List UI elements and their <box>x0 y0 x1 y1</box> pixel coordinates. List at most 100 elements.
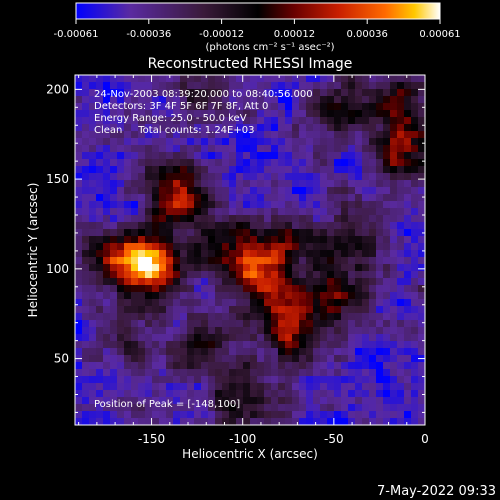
heatmap-cell <box>257 383 265 391</box>
heatmap-cell <box>208 152 216 160</box>
heatmap-cell <box>369 222 377 230</box>
heatmap-cell <box>96 131 104 139</box>
heatmap-cell <box>306 341 314 349</box>
heatmap-cell <box>243 285 251 293</box>
heatmap-cell <box>117 166 125 174</box>
heatmap-cell <box>215 222 223 230</box>
heatmap-cell <box>117 194 125 202</box>
heatmap-cell <box>369 110 377 118</box>
heatmap-cell <box>418 110 426 118</box>
heatmap-cell <box>194 152 202 160</box>
heatmap-cell <box>201 313 209 321</box>
heatmap-cell <box>348 229 356 237</box>
heatmap-cell <box>152 404 160 412</box>
heatmap-cell <box>166 166 174 174</box>
heatmap-cell <box>404 173 412 181</box>
heatmap-cell <box>229 348 237 356</box>
heatmap-cell <box>383 397 391 405</box>
heatmap-cell <box>313 166 321 174</box>
heatmap-cell <box>264 292 272 300</box>
heatmap-cell <box>89 173 97 181</box>
heatmap-cell <box>285 110 293 118</box>
heatmap-cell <box>131 166 139 174</box>
heatmap-cell <box>229 278 237 286</box>
heatmap-cell <box>348 117 356 125</box>
heatmap-cell <box>383 131 391 139</box>
heatmap-cell <box>124 89 132 97</box>
heatmap-cell <box>243 278 251 286</box>
heatmap-cell <box>418 264 426 272</box>
heatmap-cell <box>152 187 160 195</box>
heatmap-image <box>75 75 426 426</box>
heatmap-cell <box>278 222 286 230</box>
heatmap-cell <box>138 96 146 104</box>
heatmap-cell <box>348 138 356 146</box>
heatmap-cell <box>355 285 363 293</box>
heatmap-cell <box>404 292 412 300</box>
heatmap-cell <box>236 292 244 300</box>
heatmap-cell <box>271 75 279 83</box>
heatmap-cell <box>152 341 160 349</box>
heatmap-cell <box>383 159 391 167</box>
heatmap-cell <box>173 285 181 293</box>
heatmap-cell <box>131 397 139 405</box>
heatmap-cell <box>229 96 237 104</box>
heatmap-cell <box>201 250 209 258</box>
heatmap-cell <box>341 131 349 139</box>
heatmap-cell <box>117 264 125 272</box>
heatmap-cell <box>348 82 356 90</box>
heatmap-cell <box>96 89 104 97</box>
heatmap-cell <box>404 96 412 104</box>
heatmap-cell <box>152 334 160 342</box>
heatmap-cell <box>138 397 146 405</box>
heatmap-cell <box>334 110 342 118</box>
heatmap-cell <box>369 355 377 363</box>
heatmap-cell <box>173 145 181 153</box>
heatmap-cell <box>348 152 356 160</box>
heatmap-cell <box>89 299 97 307</box>
heatmap-cell <box>411 117 419 125</box>
heatmap-cell <box>257 299 265 307</box>
heatmap-cell <box>145 180 153 188</box>
heatmap-cell <box>404 257 412 265</box>
heatmap-cell <box>369 152 377 160</box>
heatmap-cell <box>180 187 188 195</box>
heatmap-cell <box>320 159 328 167</box>
heatmap-cell <box>292 208 300 216</box>
heatmap-cell <box>320 173 328 181</box>
heatmap-cell <box>180 131 188 139</box>
heatmap-cell <box>327 215 335 223</box>
heatmap-cell <box>306 418 314 426</box>
heatmap-cell <box>320 117 328 125</box>
heatmap-cell <box>271 82 279 90</box>
heatmap-cell <box>173 334 181 342</box>
heatmap-cell <box>355 180 363 188</box>
heatmap-cell <box>159 173 167 181</box>
heatmap-cell <box>299 145 307 153</box>
heatmap-cell <box>131 124 139 132</box>
heatmap-cell <box>89 257 97 265</box>
heatmap-cell <box>292 390 300 398</box>
heatmap-cell <box>152 103 160 111</box>
heatmap-cell <box>390 306 398 314</box>
heatmap-cell <box>418 369 426 377</box>
heatmap-cell <box>264 320 272 328</box>
heatmap-cell <box>229 194 237 202</box>
heatmap-cell <box>208 264 216 272</box>
heatmap-cell <box>236 390 244 398</box>
heatmap-cell <box>285 341 293 349</box>
heatmap-cell <box>278 194 286 202</box>
heatmap-cell <box>89 110 97 118</box>
heatmap-cell <box>369 411 377 419</box>
heatmap-cell <box>82 341 90 349</box>
heatmap-cell <box>411 222 419 230</box>
heatmap-cell <box>243 383 251 391</box>
heatmap-cell <box>145 348 153 356</box>
heatmap-cell <box>152 292 160 300</box>
heatmap-cell <box>383 271 391 279</box>
heatmap-cell <box>257 411 265 419</box>
heatmap-cell <box>89 362 97 370</box>
heatmap-cell <box>173 222 181 230</box>
heatmap-cell <box>117 320 125 328</box>
heatmap-cell <box>348 292 356 300</box>
